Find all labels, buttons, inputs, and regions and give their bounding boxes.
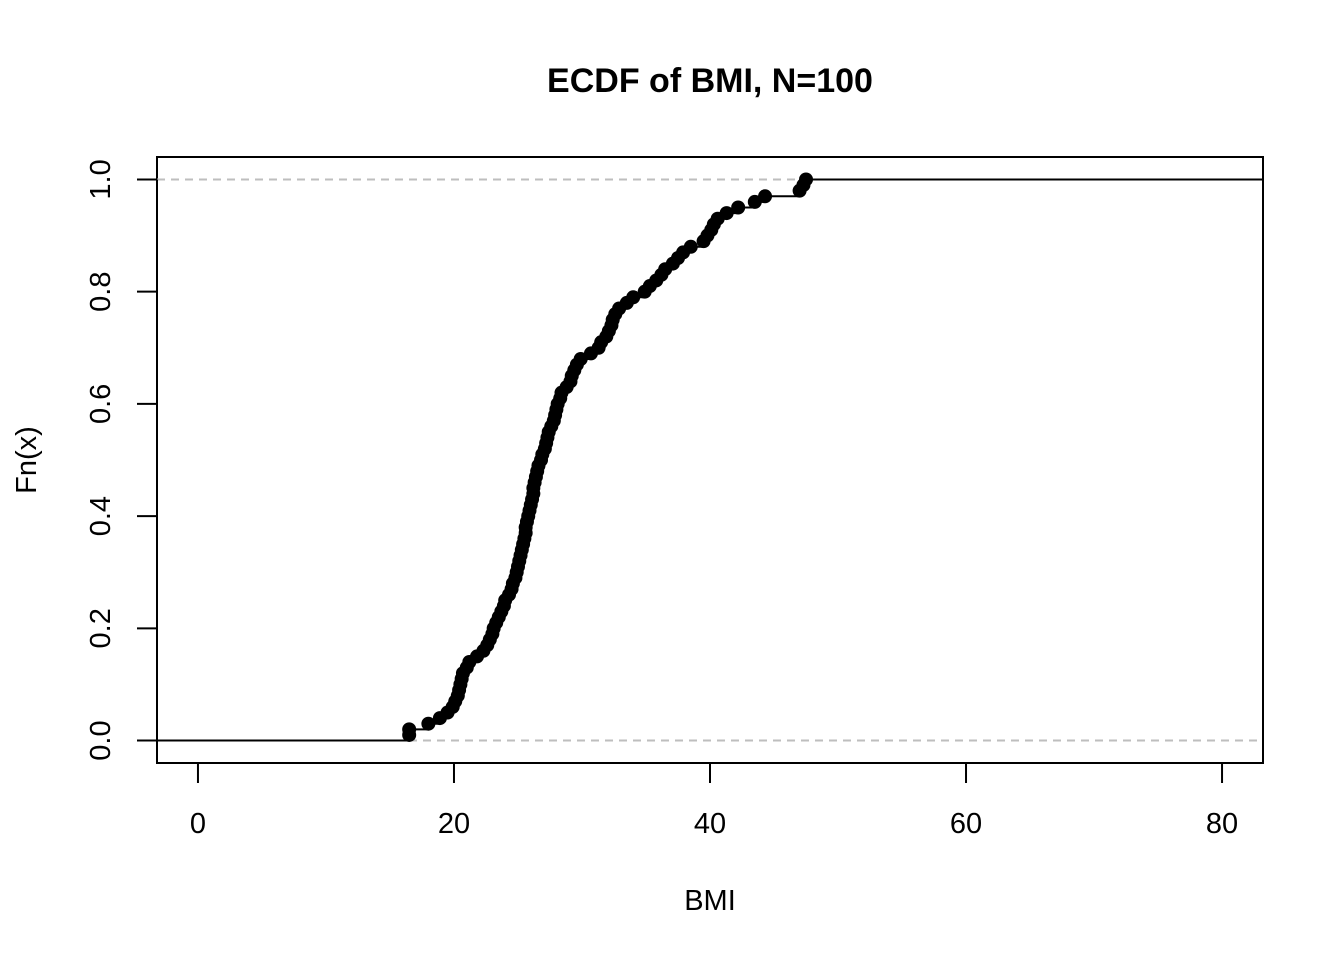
x-tick-label: 80 [1206, 808, 1238, 840]
ecdf-point [421, 716, 436, 731]
y-tick-label: 0.4 [85, 496, 117, 536]
x-tick-label: 0 [190, 808, 206, 840]
x-tick-label: 40 [694, 808, 726, 840]
ecdf-point [758, 189, 773, 204]
x-tick-label: 20 [438, 808, 470, 840]
plot-area-frame [156, 156, 1264, 764]
ecdf-point [683, 239, 698, 254]
x-tick-label: 60 [950, 808, 982, 840]
y-tick-label: 0.2 [85, 608, 117, 648]
x-axis-label: BMI [684, 885, 736, 917]
ecdf-point [747, 194, 762, 209]
ecdf-points [402, 172, 814, 742]
x-axis: 0 20 40 60 80 [190, 762, 1238, 840]
ecdf-point [731, 200, 746, 215]
ecdf-point [799, 172, 814, 187]
ecdf-point [626, 290, 641, 305]
y-tick-label: 0.6 [85, 384, 117, 424]
ecdf-point [719, 206, 734, 221]
y-axis-label: Fn(x) [11, 426, 43, 494]
y-tick-label: 1.0 [85, 159, 117, 199]
y-tick-label: 0.8 [85, 272, 117, 312]
y-tick-label: 0.0 [85, 720, 117, 760]
ecdf-point [402, 722, 417, 737]
y-axis: 0.0 0.2 0.4 0.6 0.8 1.0 [85, 159, 158, 761]
ecdf-point [573, 352, 588, 366]
chart-title: ECDF of BMI, N=100 [547, 62, 873, 100]
reference-lines [157, 178, 1263, 742]
